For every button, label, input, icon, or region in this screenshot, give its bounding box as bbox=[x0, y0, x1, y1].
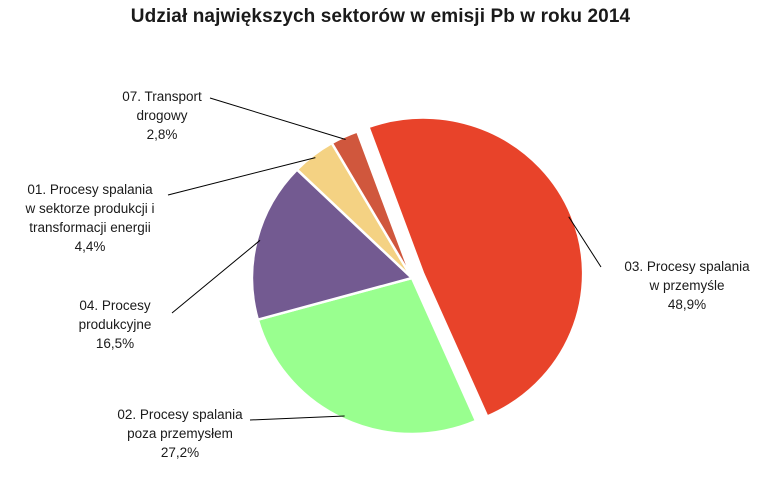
data-label-s04-name-line: 04. Procesy bbox=[79, 298, 151, 313]
data-label-s02: 02. Procesy spalania poza przemysłem 27,2% bbox=[95, 405, 265, 462]
data-label-s03: 03. Procesy spalania w przemyśle 48,9% bbox=[612, 257, 761, 314]
data-label-s07-value: 2,8% bbox=[146, 127, 178, 142]
data-label-s01-name-line: 01. Procesy spalania bbox=[27, 182, 153, 197]
pie-slice-s07 bbox=[330, 130, 414, 280]
data-label-s04: 04. Procesy produkcyjne 16,5% bbox=[50, 296, 180, 353]
data-label-s02-name-line: 02. Procesy spalania bbox=[117, 407, 243, 422]
data-label-s03-value: 48,9% bbox=[667, 297, 707, 312]
data-label-s04-value: 16,5% bbox=[95, 336, 135, 351]
leader-line-s02 bbox=[249, 415, 345, 421]
pie-slice-s02 bbox=[256, 276, 478, 436]
chart-title: Udział największych sektorów w emisji Pb… bbox=[130, 6, 631, 27]
data-label-s02-name-line: poza przemysłem bbox=[127, 426, 233, 441]
leader-line-s07 bbox=[209, 97, 346, 140]
pie-slice-s04 bbox=[250, 168, 414, 321]
data-label-s01: 01. Procesy spalania w sektorze produkcji… bbox=[5, 180, 175, 256]
data-label-s07-name-line: drogowy bbox=[136, 108, 188, 123]
data-label-s07-name-line: 07. Transport bbox=[122, 89, 202, 104]
leader-line-s01 bbox=[167, 157, 316, 196]
leader-line-s03 bbox=[568, 216, 602, 268]
data-label-s03-name-line: 03. Procesy spalania bbox=[624, 259, 750, 274]
data-label-s01-value: 4,4% bbox=[74, 239, 106, 254]
pie-slice-s03 bbox=[367, 116, 585, 418]
data-label-s07: 07. Transport drogowy 2,8% bbox=[102, 87, 222, 144]
data-label-s01-name-line: w sektorze produkcji i bbox=[25, 201, 155, 216]
data-label-s02-value: 27,2% bbox=[160, 445, 200, 460]
data-label-s04-name-line: produkcyjne bbox=[78, 317, 152, 332]
data-label-s03-name-line: w przemyśle bbox=[649, 278, 725, 293]
data-label-s01-name-line: transformacji energii bbox=[29, 220, 151, 235]
leader-line-s04 bbox=[171, 239, 261, 314]
